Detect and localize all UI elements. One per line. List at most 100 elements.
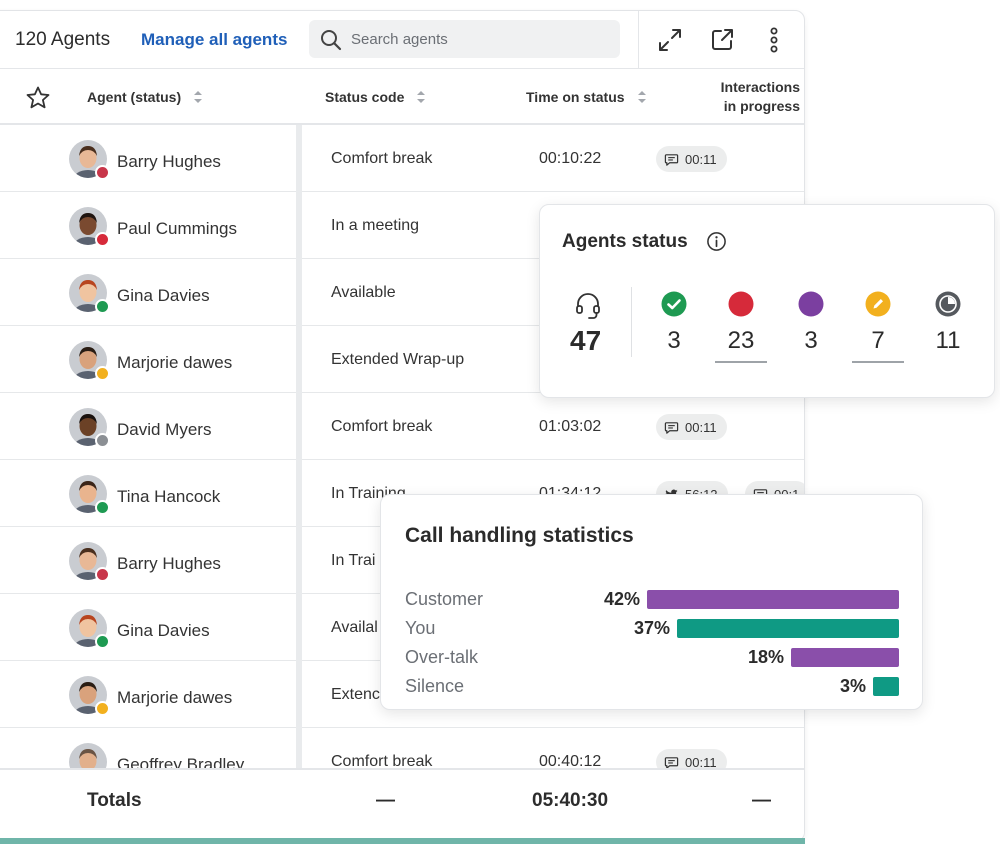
status-count-value: 7 [871,327,885,354]
status-code: Extenc [331,686,380,703]
bottom-accent-bar [0,838,805,844]
avatar [69,274,110,314]
status-badge [95,567,110,582]
status-code: Comfort break [331,150,433,167]
call-stat-percent: 3% [839,676,866,696]
agent-name[interactable]: David Myers [117,420,212,439]
panel-header: 120 Agents Manage all agents [0,11,804,69]
call-stat-bar [791,648,899,667]
status-badge [95,165,110,180]
more-vertical-icon [770,27,778,53]
status-badge [95,634,110,649]
call-stat-bar [677,619,899,638]
avatar-image [69,475,107,513]
sort-icon [417,91,426,103]
agent-name[interactable]: Barry Hughes [117,554,221,573]
expand-button[interactable] [656,26,684,54]
avatar [69,542,110,582]
call-stat-row: Customer 42% [381,589,924,617]
manage-all-agents-link[interactable]: Manage all agents [141,30,288,49]
column-time-on-status[interactable]: Time on status [526,89,647,105]
interaction-chip-time: 00:11 [685,151,717,167]
status-code: In a meeting [331,217,420,234]
column-interactions-label-1: Interactions [720,79,800,95]
interaction-chip[interactable]: 00:11 [656,146,727,172]
column-agent-status[interactable]: Agent (status) [87,89,203,105]
status-badge [95,232,110,247]
agent-name[interactable]: Marjorie dawes [117,353,233,372]
sort-icon [194,91,203,103]
star-icon[interactable] [25,85,51,111]
totals-status: — [376,790,395,811]
status-count-value: 3 [667,327,681,354]
status-count-value: 3 [804,327,818,354]
agent-name[interactable]: Tina Hancock [117,487,221,506]
open-external-button[interactable] [708,26,736,54]
agents-count: 120 Agents [15,29,111,50]
purple-dot-icon [798,291,824,317]
call-handling-card: Call handling statistics Customer 42% You 3… [380,494,923,710]
call-stat-label: Customer [405,589,484,609]
agent-name[interactable]: Paul Cummings [117,219,237,238]
column-interactions-in-progress[interactable]: Interactions in progress [721,78,800,116]
agents-total-count: 47 [570,325,602,356]
frozen-column-divider [296,125,302,782]
status-count-away[interactable]: 11 [918,291,978,355]
call-stat-bar [873,677,899,696]
column-header-row: Agent (status) Status code Time on statu… [0,69,804,125]
status-code: Extended Wrap-up [331,351,465,368]
status-badge [95,433,110,448]
agent-name[interactable]: Gina Davies [117,286,210,305]
status-count-available[interactable]: 3 [644,291,704,355]
table-row[interactable]: David Myers Comfort break 01:03:02 00:11 [0,393,804,460]
header-divider [638,11,639,69]
more-options-button[interactable] [760,26,788,54]
call-handling-title: Call handling statistics [405,524,634,547]
agent-name[interactable]: Barry Hughes [117,152,221,171]
avatar-image [69,207,107,245]
call-stat-label: Silence [405,676,465,696]
pencil-circle-icon [865,291,891,317]
agents-status-title: Agents status [562,231,688,252]
avatar [69,408,110,448]
time-on-status: 00:10:22 [539,150,602,167]
agent-name[interactable]: Marjorie dawes [117,688,233,707]
info-icon[interactable] [706,231,727,252]
totals-label: Totals [87,790,142,811]
status-code: Comfort break [331,753,433,770]
chat-icon [664,756,679,769]
avatar [69,676,110,716]
totals-time: 05:40:30 [532,790,609,811]
sort-icon [637,91,646,103]
avatar [69,140,110,180]
time-on-status: 00:40:12 [539,753,602,770]
status-count-busy[interactable]: 23 [711,291,771,363]
call-stat-percent: 42% [603,589,640,609]
search-box[interactable] [309,20,620,58]
status-count-wrapup[interactable]: 7 [848,291,908,363]
status-code: Comfort break [331,418,433,435]
status-badge [95,366,110,381]
table-row[interactable]: Paul Cummings In a meeting [0,192,804,259]
open-external-icon [712,29,733,50]
avatar [69,475,110,515]
table-row[interactable]: Gina Davies Available [0,259,804,326]
table-row[interactable]: Marjorie dawes Extended Wrap-up [0,326,804,393]
call-stat-label: You [405,618,436,638]
call-stat-percent: 18% [747,647,784,667]
table-row[interactable]: Gina Davies Availal [0,594,804,661]
interaction-chip[interactable]: 00:11 [656,414,727,440]
agents-status-card: Agents status 47 3 23 3 7 11 [539,204,995,398]
table-row[interactable]: Barry Hughes Comfort break 00:10:22 00:11 [0,125,804,192]
totals-interactions: — [752,790,771,811]
time-on-status: 01:03:02 [539,418,602,435]
column-status-code[interactable]: Status code [325,89,426,105]
call-stat-bar [647,590,899,609]
status-count-purple[interactable]: 3 [781,291,841,355]
agent-name[interactable]: Gina Davies [117,621,210,640]
status-badge [95,299,110,314]
interaction-chip-time: 00:11 [685,419,717,435]
table-row[interactable]: Marjorie dawes Extenc [0,661,804,728]
selected-underline [852,361,904,363]
search-input[interactable] [351,27,611,51]
